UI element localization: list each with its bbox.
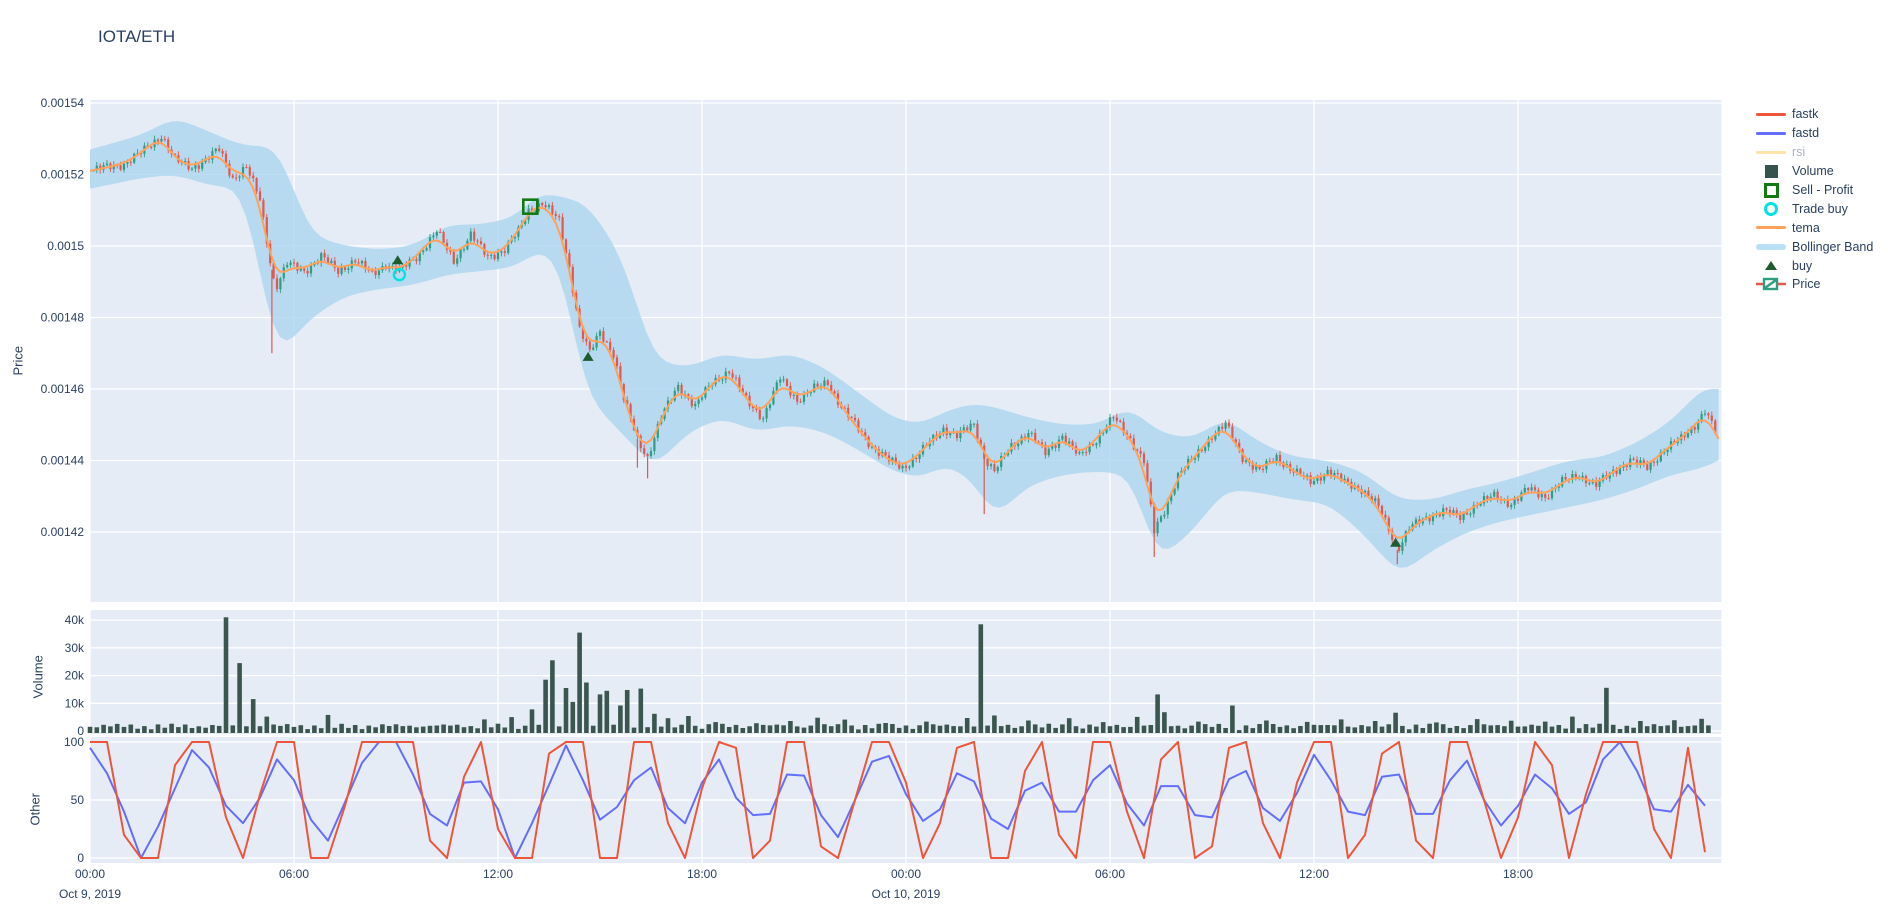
svg-text:0.00142: 0.00142 (41, 525, 85, 539)
svg-text:12:00: 12:00 (483, 867, 513, 881)
svg-text:0.00144: 0.00144 (41, 454, 85, 468)
buy-marker (582, 351, 594, 361)
svg-text:30k: 30k (65, 641, 85, 655)
trade-markers (392, 198, 1402, 547)
svg-text:0.00152: 0.00152 (41, 168, 85, 182)
volume-series (87, 617, 1711, 733)
legend: fastk fastd rsi Volume Sell - Profit Trade bu… (1755, 105, 1888, 294)
legend-item-fastk[interactable]: fastk (1755, 105, 1888, 124)
rsi-legend-swatch-icon (1755, 150, 1787, 154)
legend-item-rsi[interactable]: rsi (1755, 143, 1888, 162)
fastk-legend-swatch-icon (1755, 112, 1787, 116)
svg-text:0: 0 (77, 851, 84, 865)
legend-item-label: buy (1792, 258, 1813, 273)
legend-item-label: tema (1792, 220, 1820, 235)
svg-text:00:00: 00:00 (891, 867, 921, 881)
legend-item-label: rsi (1792, 145, 1806, 160)
legend-item-tema[interactable]: tema (1755, 218, 1888, 237)
legend-item-sell-profit[interactable]: Sell - Profit (1755, 181, 1888, 200)
fastd-legend-swatch-icon (1755, 131, 1787, 135)
svg-text:00:00: 00:00 (75, 867, 105, 881)
svg-text:40k: 40k (65, 613, 85, 627)
legend-item-label: fastk (1792, 107, 1819, 122)
legend-item-label: Bollinger Band (1792, 239, 1874, 254)
legend-item-volume[interactable]: Volume (1755, 162, 1888, 181)
svg-text:18:00: 18:00 (687, 867, 717, 881)
trade-buy-marker (392, 267, 407, 282)
legend-item-bollinger[interactable]: Bollinger Band (1755, 237, 1888, 256)
legend-item-price[interactable]: Price (1755, 275, 1888, 294)
tema-legend-swatch-icon (1755, 226, 1787, 230)
svg-text:0.00146: 0.00146 (41, 382, 85, 396)
legend-item-label: Sell - Profit (1792, 183, 1854, 197)
svg-text:12:00: 12:00 (1299, 867, 1329, 881)
legend-item-fastd[interactable]: fastd (1755, 124, 1888, 143)
volume-legend-swatch-icon (1755, 164, 1787, 178)
buy-legend-swatch-icon (1755, 261, 1787, 271)
legend-item-label: Volume (1792, 164, 1834, 179)
sell-profit-legend-swatch-icon (1755, 182, 1787, 198)
legend-item-buy[interactable]: buy (1755, 256, 1888, 275)
price-legend-swatch-icon (1755, 276, 1787, 292)
legend-item-label: Price (1792, 277, 1821, 292)
svg-text:06:00: 06:00 (279, 867, 309, 881)
trade-buy-legend-swatch-icon (1755, 201, 1787, 216)
buy-marker (1390, 537, 1402, 547)
legend-item-label: Trade buy (1792, 201, 1848, 216)
svg-text:18:00: 18:00 (1503, 867, 1533, 881)
buy-marker (392, 255, 404, 265)
chart-title: IOTA/ETH (98, 27, 176, 46)
bollinger-legend-swatch-icon (1755, 243, 1787, 250)
svg-text:20k: 20k (65, 669, 85, 683)
svg-text:Oct 10, 2019: Oct 10, 2019 (872, 887, 941, 901)
fastk-line (90, 741, 1706, 859)
svg-text:50: 50 (71, 793, 85, 807)
svg-text:06:00: 06:00 (1095, 867, 1125, 881)
legend-item-label: fastd (1792, 126, 1820, 141)
svg-text:0.00148: 0.00148 (41, 311, 85, 325)
bollinger-band-area (90, 121, 1719, 568)
svg-text:0.00154: 0.00154 (41, 96, 85, 110)
svg-text:0.0015: 0.0015 (47, 239, 84, 253)
axis-labels: 0.00154 0.00152 0.0015 0.00148 0.00146 0.0014… (41, 96, 1534, 901)
svg-text:Oct 9, 2019: Oct 9, 2019 (59, 887, 121, 901)
svg-text:10k: 10k (65, 696, 85, 710)
legend-item-trade-buy[interactable]: Trade buy (1755, 199, 1888, 218)
svg-text:0: 0 (77, 724, 84, 738)
sell-profit-marker (521, 198, 539, 215)
tema-line (89, 141, 1720, 539)
svg-text:100: 100 (64, 735, 84, 749)
fastd-line (89, 741, 1706, 859)
